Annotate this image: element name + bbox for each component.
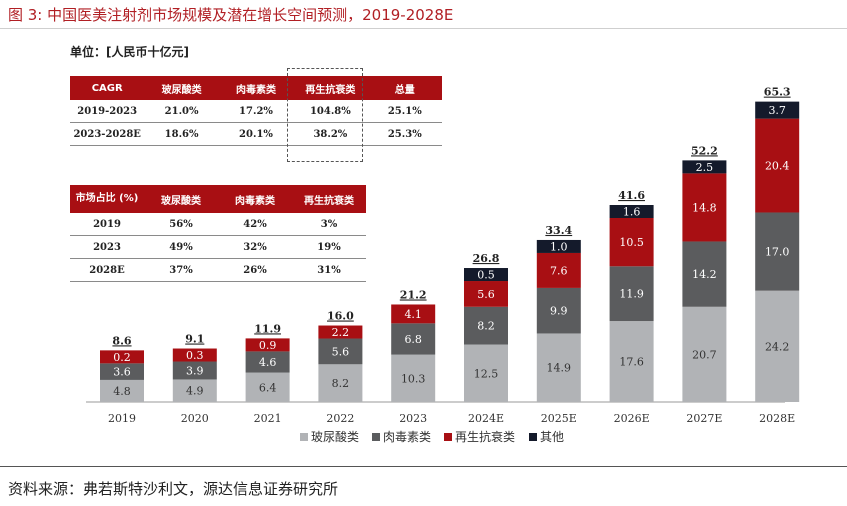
x-tick-label: 2019 — [108, 412, 136, 425]
legend-swatch — [372, 433, 380, 441]
data-label: 14.8 — [692, 201, 717, 214]
data-label: 4.9 — [186, 385, 204, 398]
data-label: 14.9 — [547, 362, 572, 375]
data-label: 4.8 — [113, 385, 131, 398]
legend-swatch — [529, 433, 537, 441]
data-label: 2.5 — [696, 161, 714, 174]
data-label: 4.1 — [404, 308, 422, 321]
data-label: 20.7 — [692, 348, 717, 361]
data-label: 9.9 — [550, 305, 568, 318]
data-label: 10.5 — [619, 236, 644, 249]
legend-label: 肉毒素类 — [383, 430, 431, 444]
total-label: 8.6 — [112, 334, 131, 347]
data-label: 7.6 — [550, 264, 568, 277]
x-tick-label: 2025E — [541, 412, 577, 425]
data-label: 10.3 — [401, 372, 426, 385]
legend-label: 玻尿酸类 — [311, 429, 359, 444]
x-tick-label: 2021 — [254, 412, 282, 425]
x-tick-label: 2022 — [326, 412, 354, 425]
data-label: 4.6 — [259, 356, 277, 369]
data-label: 8.2 — [477, 320, 495, 333]
legend-label: 再生抗衰类 — [455, 429, 515, 444]
x-tick-label: 2020 — [181, 412, 209, 425]
legend-swatch — [300, 433, 308, 441]
total-label: 26.8 — [473, 252, 500, 265]
x-tick-label: 2023 — [399, 412, 427, 425]
data-label: 17.6 — [619, 356, 644, 369]
stacked-bar-chart: 4.8 3.6 0.2 8.6 2019 4.9 3.9 0.3 9.1 2020 6.4 4.6 0.… — [0, 0, 847, 466]
data-label: 12.5 — [474, 367, 499, 380]
total-label: 52.2 — [691, 144, 718, 157]
x-tick-label: 2024E — [468, 412, 504, 425]
data-label: 3.6 — [113, 366, 131, 379]
data-label: 17.0 — [765, 246, 790, 259]
data-label: 20.4 — [765, 160, 790, 173]
data-label: 11.9 — [619, 288, 644, 301]
total-label: 33.4 — [545, 224, 572, 237]
data-label: 0.9 — [259, 339, 277, 352]
data-label: 5.6 — [477, 288, 495, 301]
total-label: 21.2 — [400, 288, 427, 301]
x-tick-label: 2028E — [759, 412, 795, 425]
data-label: 5.6 — [332, 345, 350, 358]
data-label: 3.9 — [186, 364, 204, 377]
footer-divider — [0, 466, 847, 467]
data-label: 1.0 — [550, 240, 568, 253]
data-label: 8.2 — [332, 377, 350, 390]
total-label: 16.0 — [327, 310, 354, 323]
data-label: 6.8 — [404, 333, 422, 346]
data-label: 0.3 — [186, 349, 204, 362]
data-label: 0.2 — [113, 351, 131, 364]
x-tick-label: 2026E — [614, 412, 650, 425]
source-note: 资料来源：弗若斯特沙利文，源达信息证券研究所 — [8, 478, 338, 499]
data-label: 3.7 — [768, 104, 786, 117]
data-label: 14.2 — [692, 268, 717, 281]
total-label: 9.1 — [185, 333, 204, 346]
data-label: 2.2 — [332, 326, 350, 339]
total-label: 65.3 — [764, 86, 791, 99]
data-label: 6.4 — [259, 381, 277, 394]
total-label: 11.9 — [254, 322, 281, 335]
legend-label: 其他 — [540, 430, 564, 444]
data-label: 1.6 — [623, 206, 641, 219]
data-label: 0.5 — [477, 269, 495, 282]
legend-swatch — [444, 433, 452, 441]
total-label: 41.6 — [618, 189, 645, 202]
data-label: 24.2 — [765, 340, 790, 353]
x-tick-label: 2027E — [686, 412, 722, 425]
